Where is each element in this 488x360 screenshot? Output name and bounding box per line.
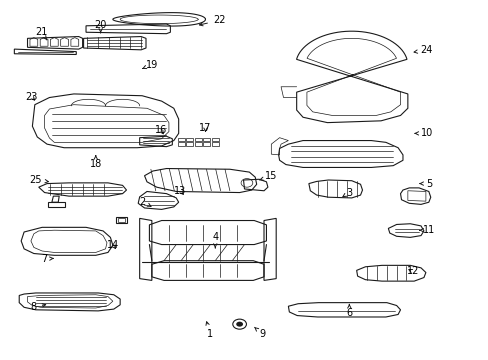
Text: 12: 12: [406, 266, 418, 276]
Text: 6: 6: [346, 305, 352, 318]
Text: 11: 11: [419, 225, 434, 235]
Text: 15: 15: [259, 171, 277, 181]
Text: 23: 23: [25, 92, 38, 102]
Text: 5: 5: [419, 179, 431, 189]
Text: 9: 9: [254, 327, 265, 339]
Text: 1: 1: [205, 322, 213, 339]
Text: 2: 2: [139, 197, 151, 207]
Text: 13: 13: [174, 186, 186, 196]
Text: 22: 22: [199, 15, 225, 26]
Text: 3: 3: [342, 188, 352, 198]
Text: 18: 18: [89, 156, 102, 169]
Text: 19: 19: [142, 59, 158, 69]
Text: 20: 20: [94, 20, 106, 33]
Text: 8: 8: [31, 302, 45, 312]
Bar: [116, 217, 127, 223]
Text: 10: 10: [414, 129, 432, 138]
Text: 7: 7: [41, 254, 53, 264]
Text: 16: 16: [154, 125, 166, 135]
Bar: [118, 218, 125, 222]
Text: 17: 17: [199, 123, 211, 133]
Text: 25: 25: [29, 175, 48, 185]
Text: 14: 14: [106, 239, 119, 249]
Circle shape: [236, 321, 243, 327]
Text: 24: 24: [413, 45, 432, 55]
Text: 21: 21: [35, 27, 47, 40]
Text: 4: 4: [212, 232, 218, 248]
